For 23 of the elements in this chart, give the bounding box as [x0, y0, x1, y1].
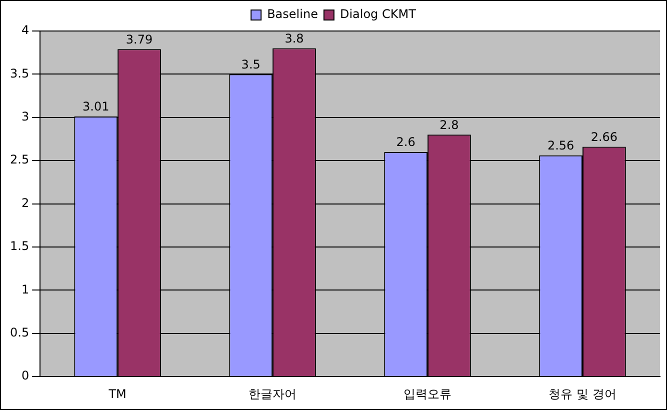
- data-label: 2.6: [396, 135, 416, 150]
- x-tick-label: 입력오류: [404, 386, 452, 401]
- legend-label: Baseline: [267, 7, 318, 22]
- data-label: 2.56: [547, 138, 574, 153]
- data-label: 3.8: [284, 31, 304, 46]
- y-tick-label: 4: [21, 23, 30, 38]
- y-tick-label: 2.5: [10, 152, 30, 167]
- y-tick-label: 2: [21, 196, 30, 210]
- y-tick-label: 1.5: [10, 239, 30, 254]
- y-tick-label: 0.5: [10, 326, 30, 340]
- data-label: 3.5: [241, 57, 260, 72]
- y-tick-label: 1: [21, 282, 30, 296]
- data-label: 3.79: [126, 32, 153, 46]
- x-tick-label: 한글자어: [248, 386, 297, 401]
- y-tick-label: 3: [21, 110, 30, 124]
- x-tick-label: 청유 및 경어: [548, 386, 616, 401]
- y-tick-label: 0: [21, 368, 30, 383]
- y-tick-label: 3.5: [10, 66, 30, 80]
- data-label: 2.8: [440, 118, 459, 132]
- x-tick-label: TM: [108, 386, 126, 401]
- data-label: 2.66: [590, 130, 618, 144]
- data-label: 3.01: [82, 100, 110, 114]
- legend-label: Dialog CKMT: [340, 7, 417, 22]
